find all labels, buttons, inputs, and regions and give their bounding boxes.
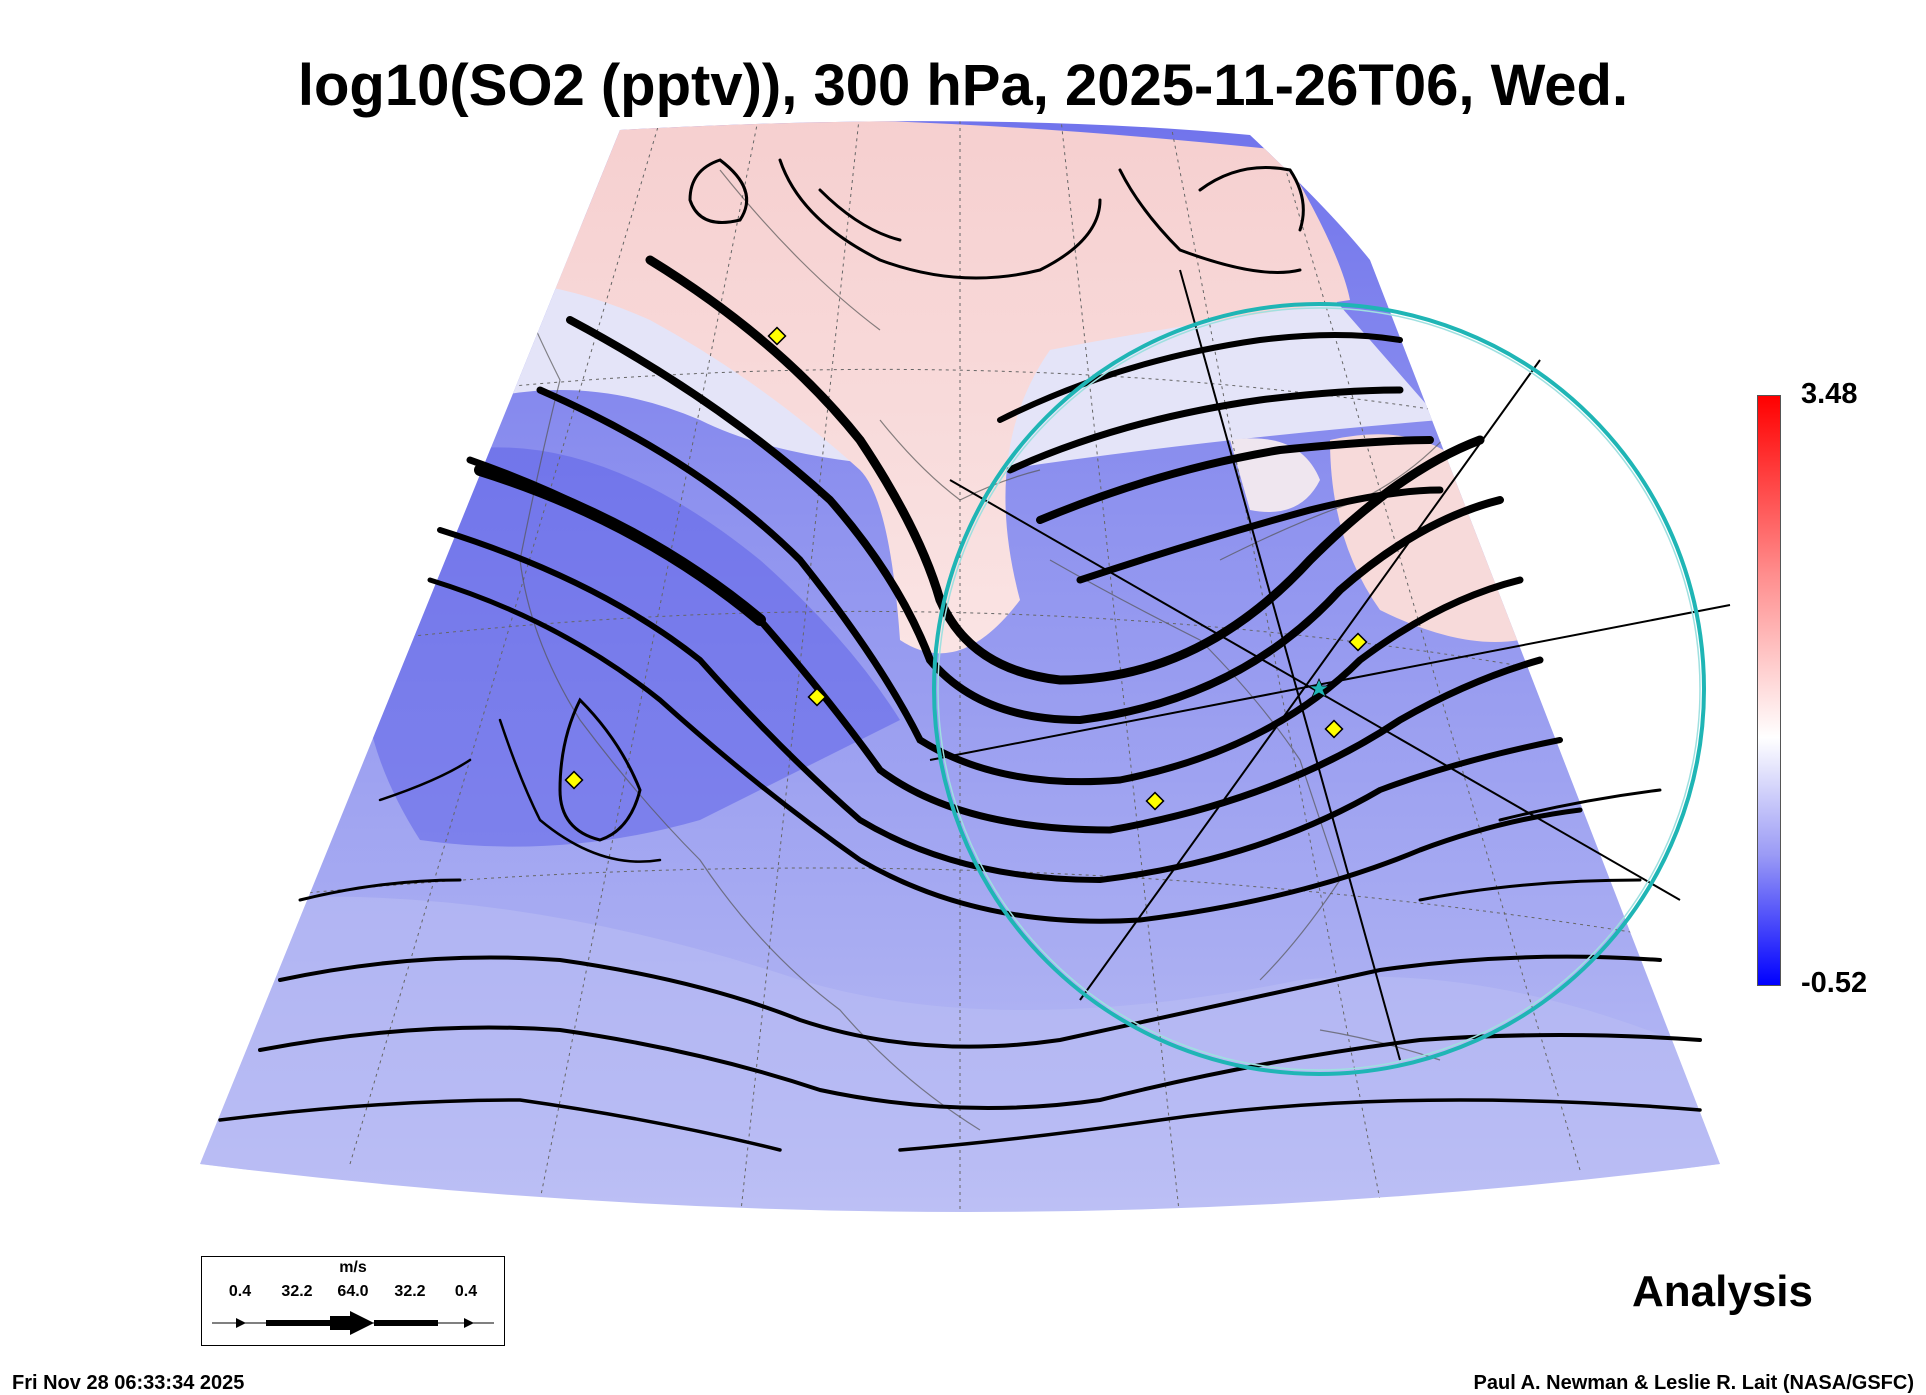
credit: Paul A. Newman & Leslie R. Lait (NASA/GS… (1473, 1372, 1914, 1394)
so2-field (200, 121, 1720, 1213)
colorbar-max-label: 3.48 (1801, 378, 1858, 410)
legend-arrow-scale (212, 1311, 494, 1335)
legend-speed: 0.4 (454, 1283, 478, 1300)
station-marker (807, 687, 827, 707)
legend-speed: 32.2 (281, 1283, 313, 1300)
wind-streamlines (218, 158, 1702, 1152)
legend-unit: m/s (339, 1259, 367, 1276)
station-marker (1324, 719, 1344, 739)
colorbar-min-label: -0.52 (1801, 967, 1868, 999)
station-marker (1145, 791, 1165, 811)
wind-speed-legend: m/s 0.4 32.2 64.0 32.2 0.4 (201, 1256, 505, 1346)
timestamp: Fri Nov 28 06:33:34 2025 (12, 1372, 245, 1394)
station-markers (564, 326, 1368, 811)
range-ring (932, 302, 1706, 1076)
legend-speed: 0.4 (228, 1283, 252, 1300)
center-star-icon (1307, 677, 1331, 698)
analysis-label: Analysis (1632, 1267, 1813, 1316)
station-marker (1348, 632, 1368, 652)
station-marker (767, 326, 787, 346)
legend-speed: 64.0 (337, 1283, 369, 1300)
legend-speed: 32.2 (394, 1283, 426, 1300)
station-marker (564, 770, 584, 790)
map-title: log10(SO2 (pptv)), 300 hPa, 2025-11-26T0… (297, 53, 1629, 118)
colorbar (1757, 395, 1781, 986)
